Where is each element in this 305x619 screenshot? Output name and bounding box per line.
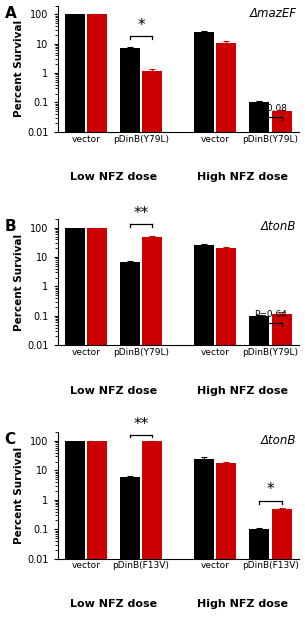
Bar <box>87 14 107 619</box>
Text: High NFZ dose: High NFZ dose <box>197 386 289 396</box>
Bar <box>194 459 214 619</box>
Text: **: ** <box>133 417 149 432</box>
Bar <box>120 48 140 619</box>
Text: *: * <box>267 482 274 497</box>
Y-axis label: Percent Survival: Percent Survival <box>14 447 24 544</box>
Text: Low NFZ dose: Low NFZ dose <box>70 386 157 396</box>
Bar <box>271 509 292 619</box>
Text: Low NFZ dose: Low NFZ dose <box>70 172 157 182</box>
Bar <box>65 228 85 619</box>
Bar <box>271 314 292 619</box>
Text: *: * <box>137 18 145 33</box>
Bar <box>87 441 107 619</box>
Text: P=0.08: P=0.08 <box>254 104 287 113</box>
Text: ΔtonB: ΔtonB <box>261 433 296 446</box>
Bar <box>87 228 107 619</box>
Bar <box>142 71 162 619</box>
Y-axis label: Percent Survival: Percent Survival <box>14 20 24 117</box>
Bar <box>217 463 236 619</box>
Bar <box>194 32 214 619</box>
Bar <box>65 14 85 619</box>
Text: Low NFZ dose: Low NFZ dose <box>70 599 157 609</box>
Bar <box>249 529 269 619</box>
Text: P=0.64: P=0.64 <box>254 310 287 319</box>
Bar <box>271 111 292 619</box>
Bar <box>194 246 214 619</box>
Bar <box>249 103 269 619</box>
Text: High NFZ dose: High NFZ dose <box>197 599 289 609</box>
Bar <box>142 236 162 619</box>
Bar <box>249 316 269 619</box>
Bar <box>120 262 140 619</box>
Y-axis label: Percent Survival: Percent Survival <box>14 233 24 331</box>
Bar <box>120 477 140 619</box>
Text: ΔmazEF: ΔmazEF <box>249 7 296 20</box>
Text: A: A <box>5 6 16 20</box>
Bar <box>142 441 162 619</box>
Text: C: C <box>5 432 16 448</box>
Bar <box>217 248 236 619</box>
Text: ΔtonB: ΔtonB <box>261 220 296 233</box>
Text: B: B <box>5 219 16 234</box>
Bar <box>217 43 236 619</box>
Text: High NFZ dose: High NFZ dose <box>197 172 289 182</box>
Bar <box>65 441 85 619</box>
Text: **: ** <box>133 206 149 221</box>
